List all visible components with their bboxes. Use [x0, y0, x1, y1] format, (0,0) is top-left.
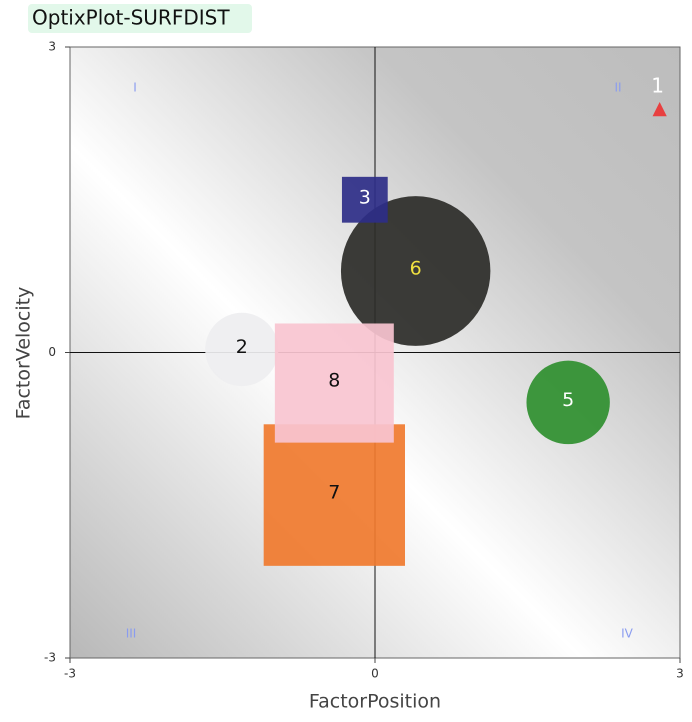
bubble [526, 360, 610, 445]
square-marker [274, 323, 394, 443]
quadrant-label: II [614, 81, 621, 95]
chart-title: OptixPlot-SURFDIST [32, 6, 230, 30]
point-label: 5 [562, 389, 574, 411]
bubble [340, 196, 491, 346]
title-background [28, 4, 252, 33]
point-label: 1 [651, 74, 664, 98]
square-marker [341, 176, 388, 223]
square-marker [263, 424, 405, 566]
triangle-marker [652, 102, 667, 117]
quadrant-label: I [133, 81, 137, 95]
quadrant-label: III [126, 627, 137, 641]
y-tick-label: 0 [48, 345, 56, 359]
x-tick-label: 3 [676, 667, 684, 681]
point-label: 8 [328, 370, 340, 392]
y-axis-label: FactorVelocity [13, 287, 35, 420]
quadrant-label: IV [621, 627, 634, 641]
point-label: 3 [359, 186, 371, 208]
x-tick-label: -3 [64, 667, 76, 681]
bubble [205, 312, 279, 387]
point-label: 2 [236, 336, 248, 358]
point-label: 6 [410, 258, 422, 280]
y-tick-label: -3 [44, 651, 56, 665]
x-axis-label: FactorPosition [309, 691, 441, 713]
y-tick-label: 3 [48, 40, 56, 54]
point-label: 7 [328, 482, 340, 504]
x-tick-label: 0 [371, 667, 379, 681]
